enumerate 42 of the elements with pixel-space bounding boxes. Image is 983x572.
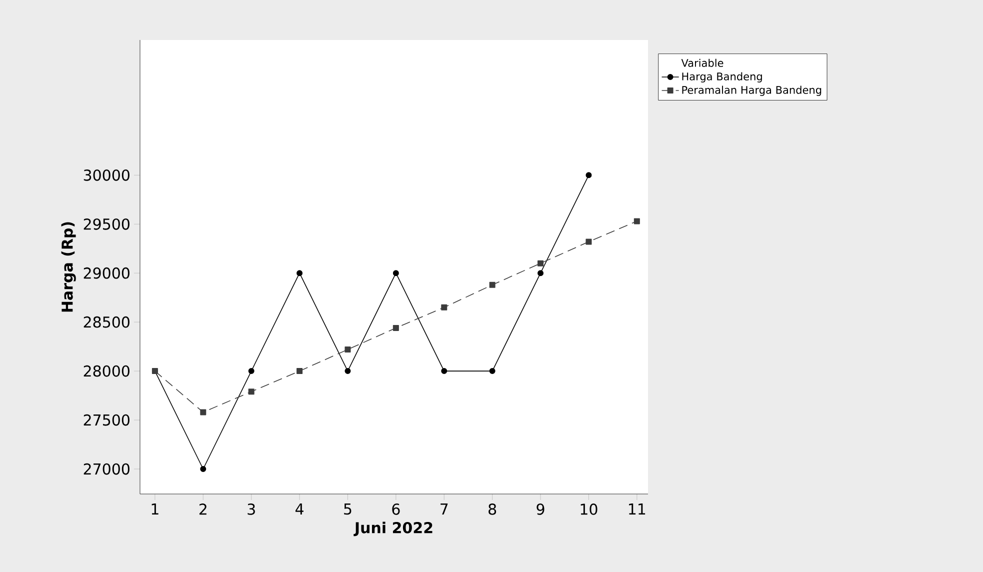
x-tick-label: 1 xyxy=(152,504,158,514)
point xyxy=(344,346,351,353)
y-tick-label: 28500 xyxy=(84,316,130,328)
x-tick-label: 8 xyxy=(488,504,496,515)
point xyxy=(441,368,448,374)
y-axis-title: Harga (Rp) xyxy=(61,222,76,312)
point xyxy=(586,238,592,245)
point xyxy=(586,172,592,178)
point xyxy=(489,368,496,374)
x-tick-label: 7 xyxy=(440,504,448,514)
x-axis-title: Juni 2022 xyxy=(354,522,432,536)
point xyxy=(538,270,544,276)
y-tick-label: 27500 xyxy=(84,414,130,426)
x-tick-label: 10 xyxy=(580,504,598,515)
y-tick-label: 30000 xyxy=(84,169,130,181)
point xyxy=(296,368,303,374)
x-tick-label: 6 xyxy=(392,504,400,515)
legend-label: Harga Bandeng xyxy=(682,72,762,82)
x-tick-label: 2 xyxy=(199,504,206,515)
y-tick-label: 28000 xyxy=(84,365,130,377)
x-tick-label: 9 xyxy=(536,504,544,515)
point xyxy=(392,270,399,276)
y-tick-label: 29500 xyxy=(84,218,130,230)
point xyxy=(296,270,303,276)
point xyxy=(634,218,640,224)
y-tick-label: 29000 xyxy=(84,267,130,279)
legend-title: Variable xyxy=(681,58,724,67)
point xyxy=(248,368,254,374)
point xyxy=(392,324,399,331)
legend-label: Peramalan Harga Bandeng xyxy=(682,86,822,96)
x-tick-label: 4 xyxy=(296,504,304,514)
y-tick-label: 27000 xyxy=(84,463,130,475)
x-tick-label: 5 xyxy=(344,504,352,515)
point xyxy=(441,304,448,310)
x-tick-label: 11 xyxy=(629,504,646,514)
point xyxy=(344,368,351,374)
point xyxy=(200,466,206,472)
x-tick-label: 3 xyxy=(248,504,255,515)
point xyxy=(489,282,496,288)
point xyxy=(200,409,206,416)
point xyxy=(538,260,544,266)
point xyxy=(248,388,254,395)
